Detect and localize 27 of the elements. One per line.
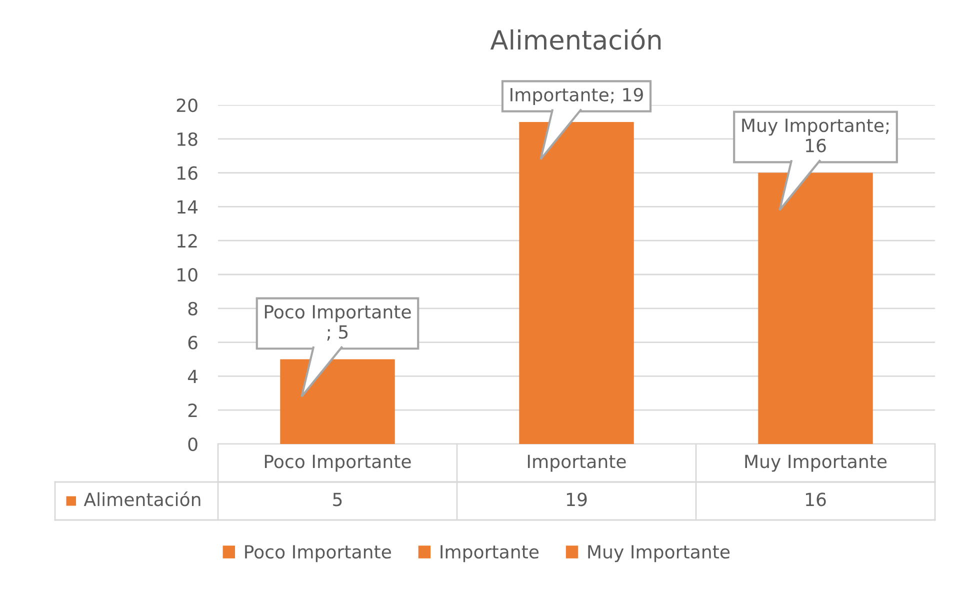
y-tick-label: 4 — [188, 370, 198, 384]
data-label: 16 — [806, 492, 826, 506]
x-tick-label: Muy Importante — [745, 454, 887, 472]
x-tick-label: Poco Importante — [264, 454, 411, 472]
y-tick-label: 14 — [178, 200, 198, 214]
bar — [758, 172, 873, 444]
chart-title: Alimentación — [490, 28, 661, 50]
annotation: Importante; 19 — [510, 88, 643, 105]
data-label: 5 — [333, 492, 342, 506]
y-tick-label: 20 — [176, 98, 198, 112]
bar — [519, 122, 634, 444]
y-tick-label: 10 — [178, 268, 198, 282]
y-tick-label: 0 — [188, 437, 198, 452]
y-tick-label: 16 — [178, 166, 198, 180]
y-tick-label: 6 — [188, 336, 198, 350]
category-label: Poco Importante — [245, 545, 391, 562]
y-tick-label: 8 — [188, 302, 198, 316]
annotation: Muy Importante; 16 — [742, 118, 888, 152]
category-label: Muy Importante — [588, 545, 730, 562]
annotation: Poco Importante ; 5 — [264, 305, 411, 341]
y-tick-label: 2 — [188, 404, 197, 417]
y-tick-label: 18 — [178, 132, 198, 146]
y-tick-label: 12 — [178, 234, 197, 248]
legend-label: Alimentación — [84, 492, 200, 506]
data-label: 19 — [566, 492, 587, 506]
category-label: Importante — [440, 545, 539, 562]
x-tick-label: Importante — [528, 454, 626, 472]
